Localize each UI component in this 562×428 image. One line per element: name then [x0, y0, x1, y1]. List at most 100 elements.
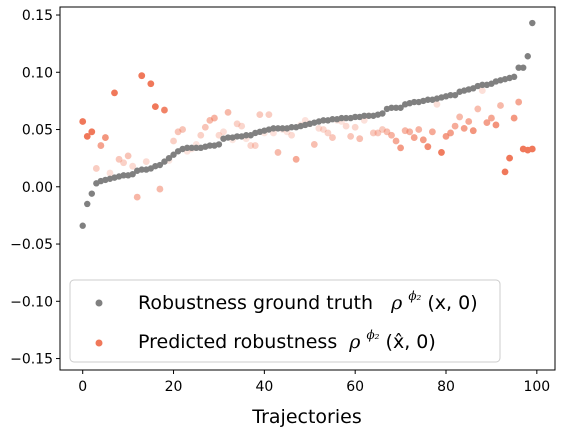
point-ground-truth-43 — [274, 125, 282, 132]
point-predicted-20 — [170, 137, 177, 145]
point-ground-truth-18 — [161, 158, 168, 165]
point-predicted-75 — [419, 136, 427, 144]
point-predicted-62 — [360, 116, 368, 124]
point-ground-truth-81 — [447, 91, 454, 99]
point-ground-truth-76 — [424, 96, 432, 103]
point-ground-truth-53 — [320, 117, 327, 124]
point-predicted-22 — [179, 126, 187, 133]
x-tick-label-5: 100 — [523, 379, 550, 395]
point-predicted-95 — [510, 114, 518, 122]
point-predicted-89 — [483, 119, 491, 127]
point-predicted-68 — [388, 131, 395, 139]
point-ground-truth-98 — [524, 53, 531, 60]
point-predicted-82 — [451, 122, 459, 130]
point-ground-truth-19 — [165, 154, 173, 162]
point-predicted-11 — [129, 162, 137, 170]
point-predicted-6 — [106, 169, 114, 177]
x-tick-label-0: 0 — [78, 379, 87, 395]
x-tick-label-3: 60 — [346, 379, 364, 395]
point-predicted-83 — [456, 113, 464, 121]
legend-args-predicted: (x̂, 0) — [386, 331, 436, 353]
point-predicted-47 — [292, 155, 300, 163]
point-predicted-34 — [233, 120, 241, 128]
point-predicted-29 — [211, 114, 218, 122]
y-tick-label-6: 0.15 — [22, 8, 53, 24]
legend-sup-predicted: ϕ₂ — [367, 328, 380, 342]
plot-frame — [59, 6, 556, 371]
point-ground-truth-23 — [183, 144, 191, 152]
point-predicted-94 — [506, 154, 513, 162]
point-predicted-26 — [197, 131, 205, 139]
point-predicted-86 — [469, 127, 477, 135]
point-predicted-85 — [465, 118, 473, 125]
point-predicted-65 — [374, 129, 382, 137]
legend-marker-ground-truth — [95, 299, 103, 307]
point-predicted-99 — [528, 145, 536, 153]
point-predicted-14 — [142, 158, 150, 165]
point-predicted-69 — [392, 137, 400, 145]
point-predicted-31 — [220, 128, 227, 136]
point-predicted-66 — [379, 126, 386, 133]
point-ground-truth-96 — [515, 64, 522, 71]
point-predicted-16 — [151, 103, 159, 111]
point-predicted-3 — [92, 165, 100, 172]
point-predicted-38 — [251, 142, 259, 149]
point-predicted-61 — [356, 135, 364, 143]
point-predicted-7 — [111, 89, 118, 97]
point-ground-truth-58 — [342, 114, 350, 122]
point-predicted-9 — [120, 159, 127, 167]
point-ground-truth-24 — [188, 144, 195, 152]
y-tick-label-5: 0.10 — [22, 65, 53, 81]
legend-label-predicted-text: Predicted robustness — [138, 331, 337, 353]
point-ground-truth-20 — [170, 151, 177, 158]
point-predicted-35 — [238, 122, 246, 130]
legend-args-ground-truth: (x, 0) — [427, 292, 477, 314]
point-predicted-84 — [460, 124, 468, 132]
point-predicted-55 — [329, 134, 336, 141]
marks-layer — [79, 19, 536, 229]
point-ground-truth-42 — [270, 125, 277, 132]
point-predicted-41 — [265, 111, 273, 119]
point-predicted-27 — [201, 123, 209, 131]
point-ground-truth-46 — [288, 124, 295, 131]
point-predicted-17 — [156, 185, 164, 193]
point-predicted-59 — [347, 132, 355, 140]
point-ground-truth-63 — [365, 112, 373, 119]
point-ground-truth-17 — [156, 161, 164, 169]
point-predicted-90 — [488, 114, 495, 122]
point-predicted-21 — [174, 128, 182, 136]
point-ground-truth-99 — [529, 19, 536, 27]
point-ground-truth-13 — [138, 166, 145, 173]
point-predicted-43 — [274, 149, 282, 156]
point-predicted-92 — [497, 102, 504, 109]
x-axis-label: Trajectories — [251, 406, 361, 428]
legend-frame — [69, 279, 501, 363]
point-ground-truth-55 — [329, 116, 336, 123]
point-predicted-78 — [433, 100, 441, 108]
point-predicted-54 — [324, 129, 332, 137]
point-ground-truth-36 — [242, 132, 250, 139]
point-ground-truth-62 — [361, 112, 368, 119]
x-tick-label-1: 20 — [165, 379, 183, 395]
point-predicted-60 — [351, 123, 359, 131]
point-predicted-1 — [83, 132, 91, 140]
point-predicted-76 — [424, 143, 432, 151]
point-ground-truth-60 — [351, 113, 359, 121]
point-ground-truth-66 — [379, 110, 386, 117]
point-ground-truth-57 — [338, 114, 345, 122]
legend-marker-predicted — [95, 339, 103, 347]
point-ground-truth-1 — [84, 200, 91, 208]
legend-symbol-ground-truth: ρ — [390, 292, 403, 314]
point-predicted-96 — [515, 98, 523, 106]
point-ground-truth-32 — [224, 134, 232, 141]
x-tick-label-4: 80 — [437, 379, 455, 395]
point-ground-truth-9 — [120, 172, 127, 179]
point-predicted-53 — [319, 126, 327, 133]
point-predicted-2 — [88, 128, 96, 136]
point-ground-truth-73 — [411, 98, 418, 106]
point-predicted-37 — [247, 142, 255, 149]
point-predicted-13 — [138, 72, 146, 80]
point-predicted-30 — [215, 131, 223, 139]
point-predicted-79 — [438, 149, 445, 156]
